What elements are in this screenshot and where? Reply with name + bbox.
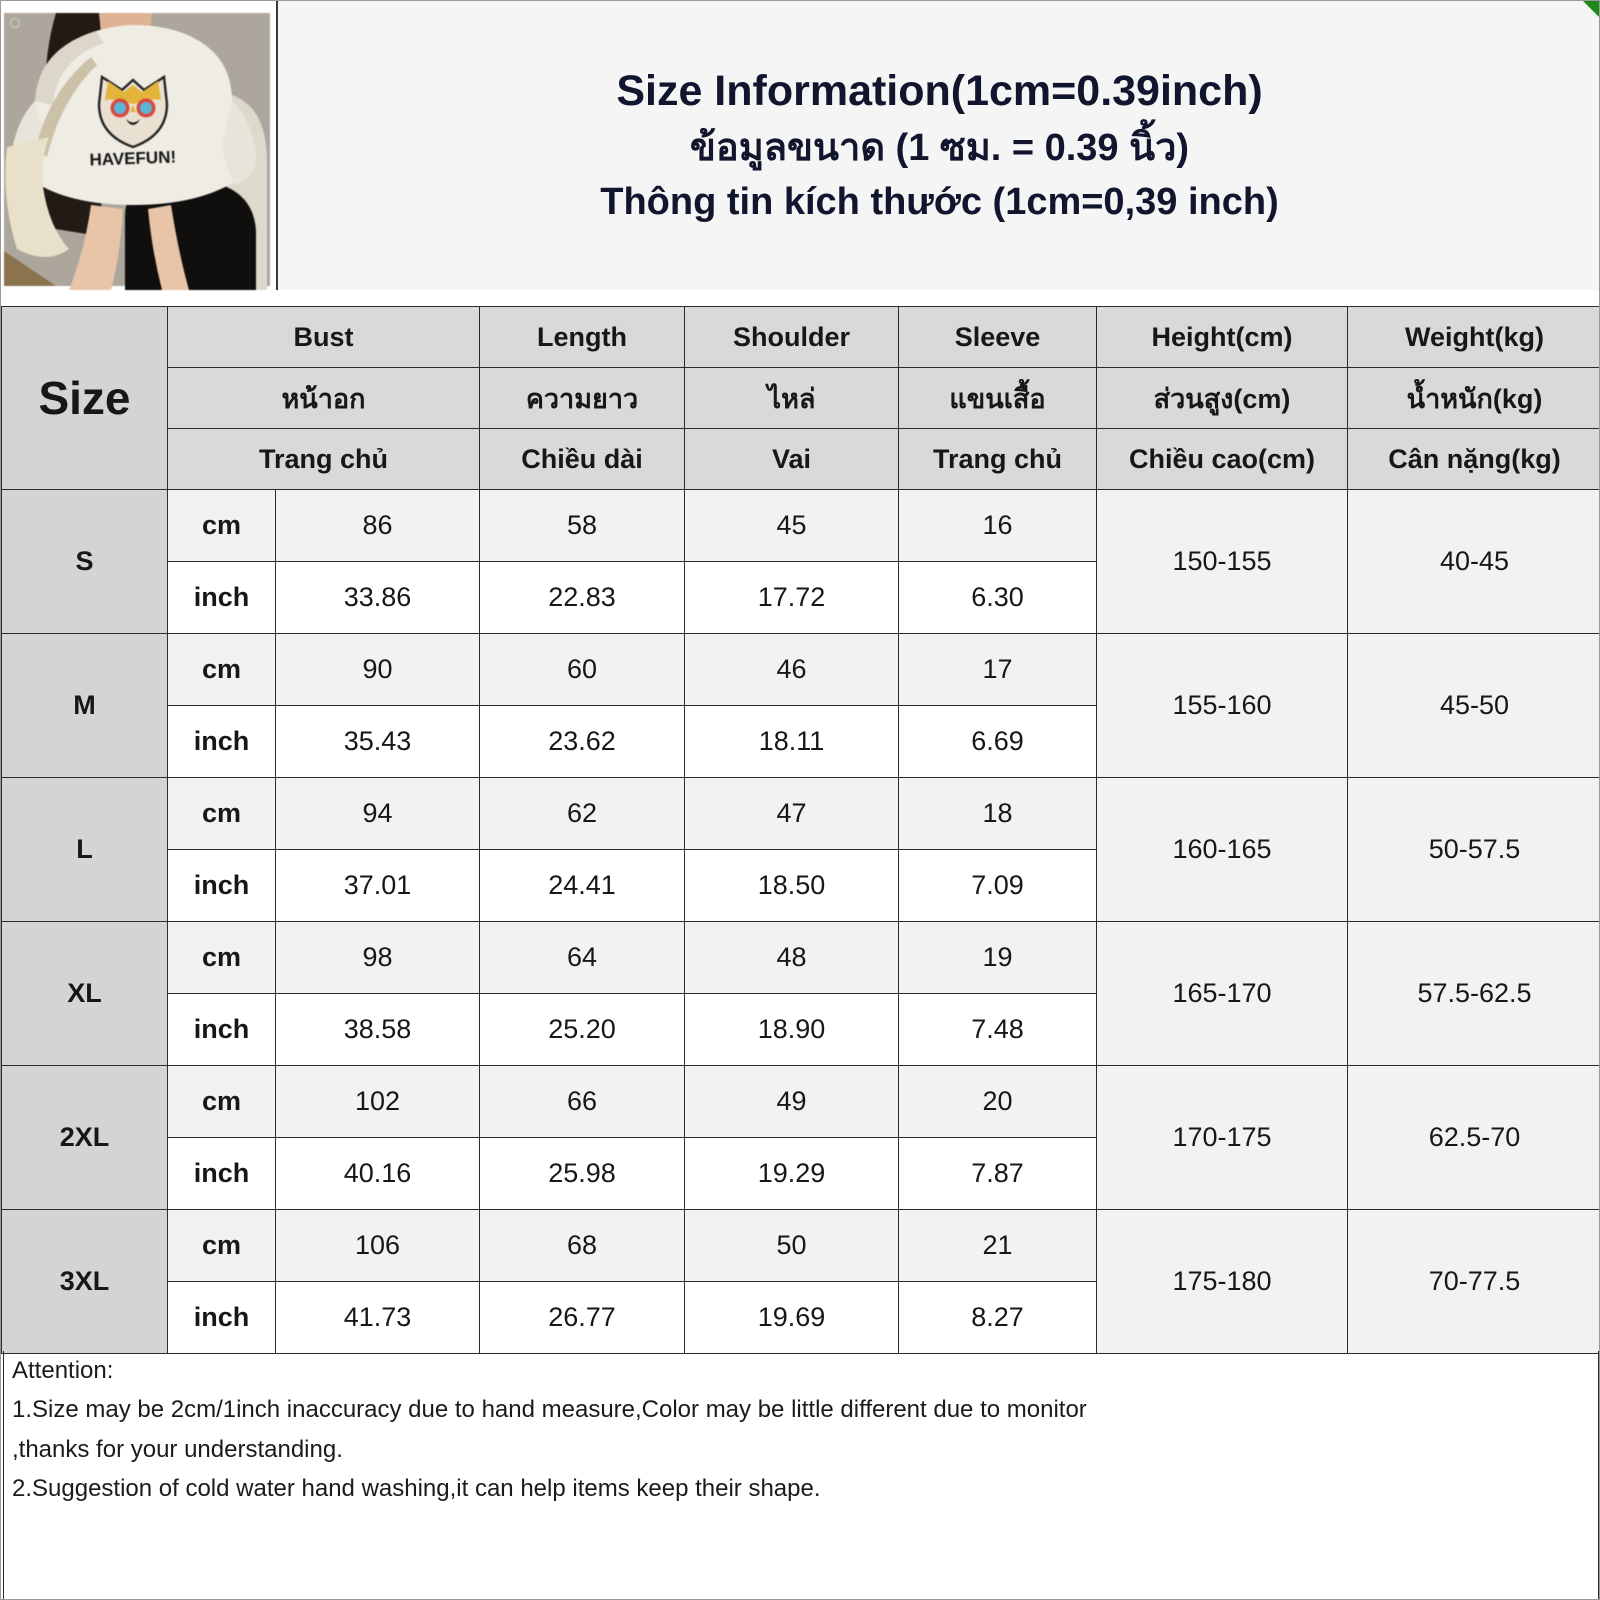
svg-text:HAVEFUN!: HAVEFUN! [89,147,176,169]
